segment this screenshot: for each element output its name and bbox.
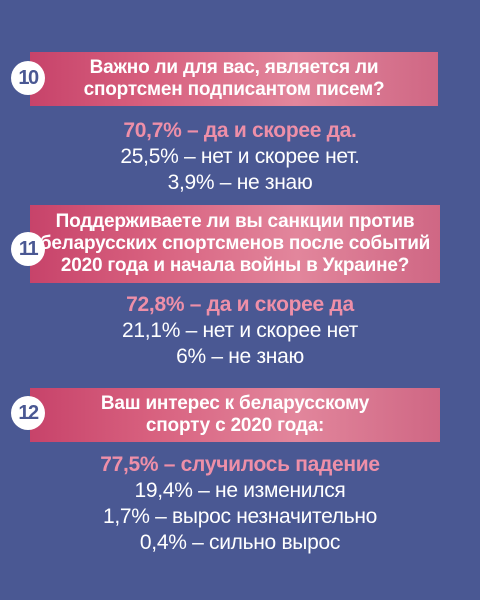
answer: 1,7% – вырос незначительно <box>102 505 378 528</box>
question-number-badge: 11 <box>11 232 45 266</box>
question-banner-11: Поддерживаете ли вы санкции против белар… <box>30 205 440 283</box>
answer: 19,4% – не изменился <box>134 479 346 502</box>
answer: 21,1% – нет и скорее нет <box>122 319 358 342</box>
question-text: Поддерживаете ли вы санкции против белар… <box>39 211 431 277</box>
question-banner-12: Ваш интерес к беларусскому спорту с 2020… <box>30 388 440 442</box>
question-line: спорту с 2020 года: <box>145 415 325 436</box>
answers-list: 70,7% – да и скорее да. 25,5% – нет и ск… <box>0 118 480 196</box>
question-text: Важно ли для вас, является ли спортсмен … <box>84 57 385 101</box>
question-number-badge: 12 <box>11 396 45 430</box>
question-line: беларусских спортсменов после событий <box>39 233 431 254</box>
answer: 6% – не знаю <box>176 345 304 368</box>
question-line: Поддерживаете ли вы санкции против <box>55 211 415 232</box>
question-banner-10: Важно ли для вас, является ли спортсмен … <box>30 52 438 106</box>
question-line: 2020 года и начала войны в Украине? <box>60 255 410 276</box>
answer: 3,9% – не знаю <box>167 171 313 194</box>
question-text: Ваш интерес к беларусскому спорту с 2020… <box>101 393 369 437</box>
question-line: Ваш интерес к беларусскому <box>100 393 370 414</box>
question-line: спортсмен подписантом писем? <box>83 79 385 100</box>
answers-list: 77,5% – случилось падение 19,4% – не изм… <box>0 452 480 556</box>
answer: 25,5% – нет и скорее нет. <box>120 145 360 168</box>
answers-list: 72,8% – да и скорее да 21,1% – нет и ско… <box>0 292 480 370</box>
question-line: Важно ли для вас, является ли <box>89 57 379 78</box>
answer: 0,4% – сильно вырос <box>139 531 341 554</box>
answer-top: 72,8% – да и скорее да <box>126 293 354 316</box>
answer-top: 70,7% – да и скорее да. <box>123 119 357 142</box>
answer-top: 77,5% – случилось падение <box>100 453 380 476</box>
question-number-badge: 10 <box>11 61 45 95</box>
